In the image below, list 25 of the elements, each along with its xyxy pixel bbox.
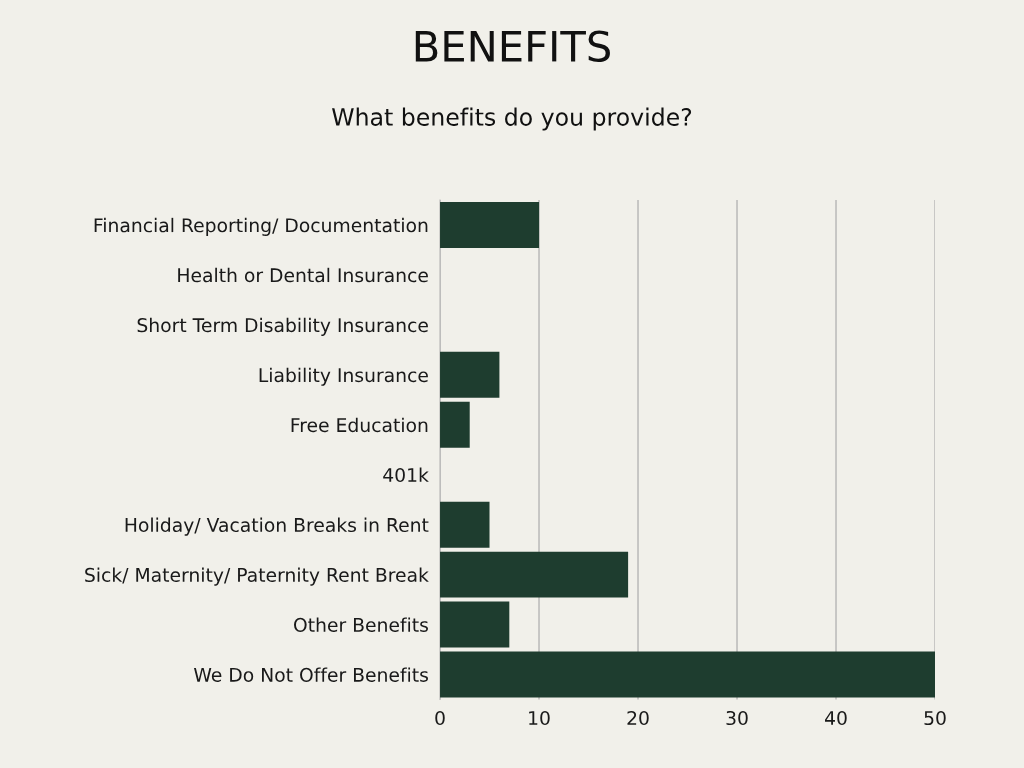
x-tick-label: 20	[627, 710, 649, 726]
bar	[440, 351, 500, 398]
y-tick-label: Holiday/ Vacation Breaks in Rent	[125, 517, 429, 536]
y-tick-label: We Do Not Offer Benefits	[194, 667, 428, 682]
y-tick-label: Health or Dental Insurance	[178, 267, 428, 283]
bar	[440, 551, 629, 598]
y-tick-label: Sick/ Maternity/ Paternity Rent Break	[85, 567, 429, 586]
bar	[440, 601, 510, 648]
x-tick-label: 0	[435, 710, 445, 726]
x-tick-label: 40	[825, 710, 847, 726]
bar	[440, 201, 540, 248]
y-tick-label: Free Education	[291, 417, 428, 433]
chart-title: BENEFITS	[415, 30, 610, 63]
chart-subtitle: What benefits do you provide?	[332, 107, 692, 131]
x-tick-label: 10	[529, 710, 550, 726]
y-tick-label: Other Benefits	[294, 617, 428, 632]
bar	[440, 501, 490, 548]
bar	[440, 651, 936, 698]
y-tick-label: Financial Reporting/ Documentation	[94, 217, 428, 236]
y-tick-label: 401k	[383, 467, 429, 483]
x-tick-label: 50	[924, 710, 946, 726]
y-tick-label: Liability Insurance	[259, 367, 428, 386]
x-tick-label: 30	[726, 710, 748, 726]
y-tick-label: Short Term Disability Insurance	[137, 317, 428, 336]
bar	[440, 401, 470, 448]
